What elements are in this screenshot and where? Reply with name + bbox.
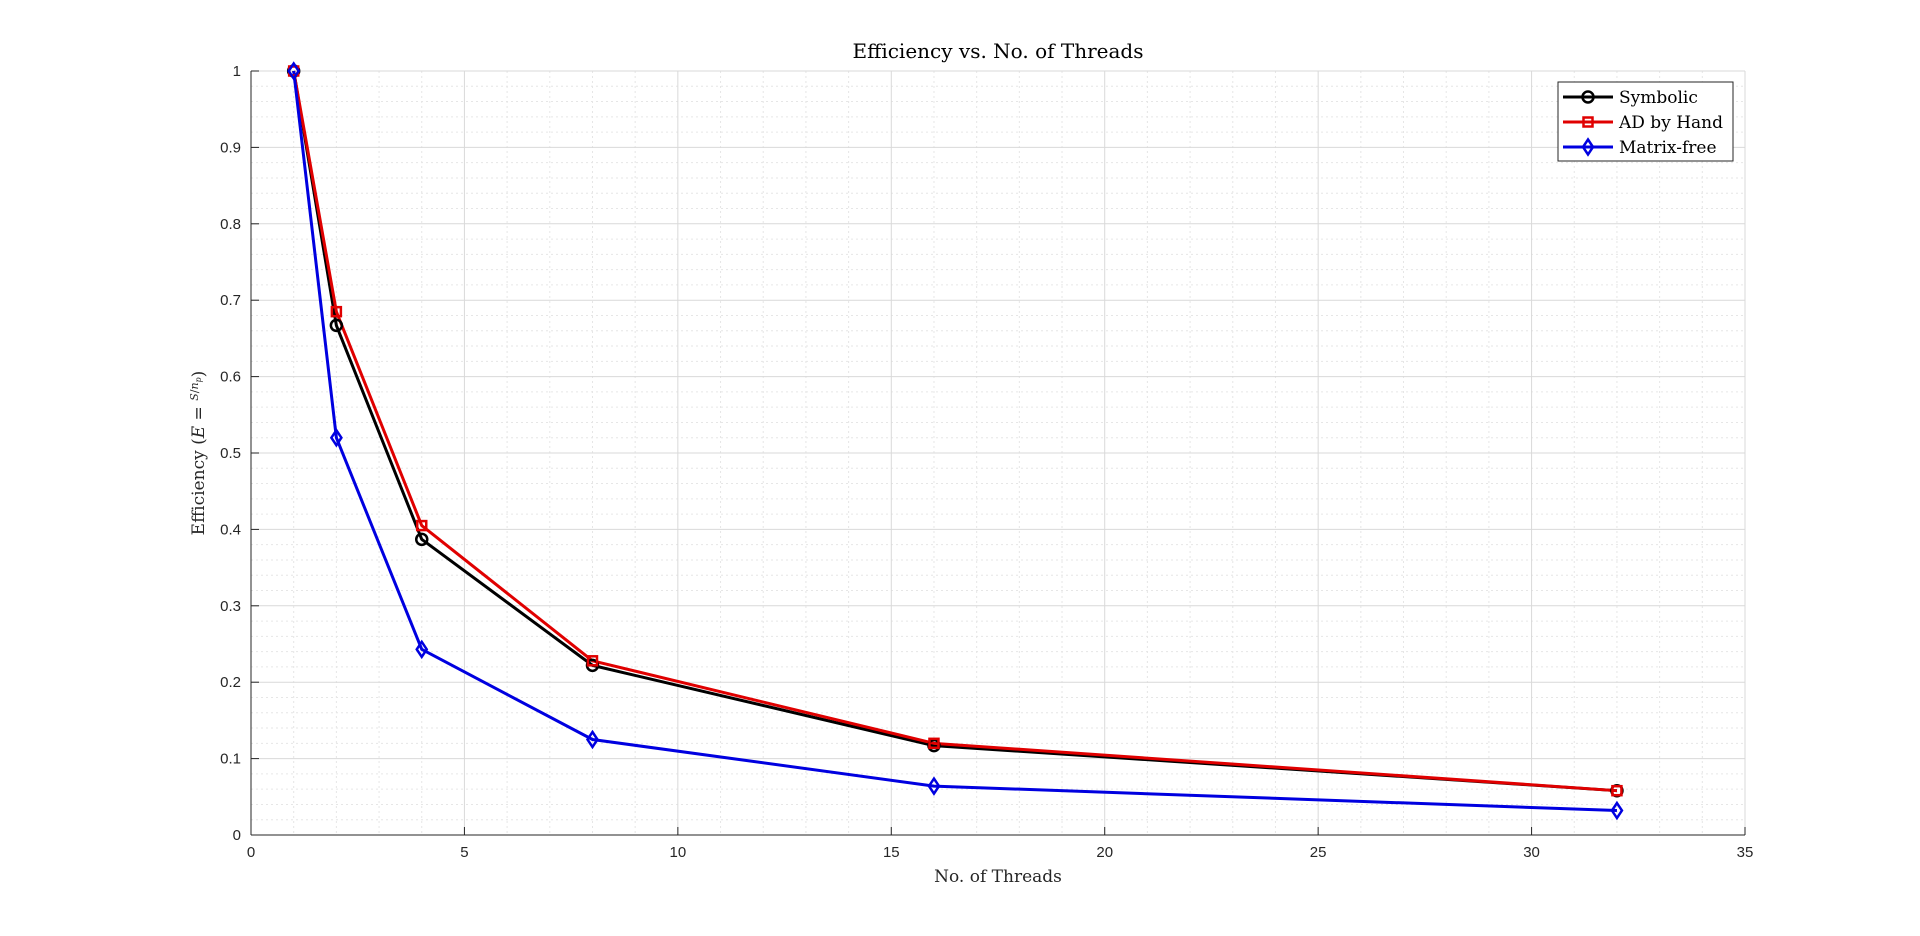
legend-label: AD by Hand bbox=[1618, 113, 1723, 133]
legend-entries: Symbolic AD by Hand Matrix-free bbox=[1563, 88, 1723, 158]
x-axis-label: No. of Threads bbox=[934, 867, 1062, 887]
y-tick-label: 0.2 bbox=[220, 674, 241, 691]
y-tick-label: 0 bbox=[233, 827, 241, 844]
y-tick-label: 0.3 bbox=[220, 598, 241, 615]
x-tick-label: 15 bbox=[883, 844, 900, 861]
y-tick-label: 0.6 bbox=[220, 369, 241, 386]
data-point bbox=[1611, 784, 1623, 797]
y-tick-label: 1 bbox=[233, 63, 241, 80]
major-grid bbox=[251, 70, 1746, 835]
y-axis-label-eq: = bbox=[189, 401, 209, 426]
y-axis-label-suffix: ) bbox=[189, 371, 209, 378]
legend-label: Symbolic bbox=[1619, 88, 1698, 108]
chart-title: Efficiency vs. No. of Threads bbox=[853, 39, 1144, 63]
y-axis-label: Efficiency (E = S/np) bbox=[188, 371, 209, 536]
data-point bbox=[415, 639, 429, 660]
legend-entry: Matrix-free bbox=[1563, 137, 1717, 158]
y-axis-label-var: E bbox=[189, 425, 209, 439]
x-tick-label: 5 bbox=[460, 844, 468, 861]
data-point bbox=[927, 776, 941, 796]
series-lines bbox=[292, 70, 1618, 813]
x-tick-label: 30 bbox=[1523, 844, 1540, 861]
legend-entry: Symbolic bbox=[1563, 88, 1698, 108]
y-tick-label: 0.9 bbox=[220, 139, 241, 156]
y-tick-label: 0.8 bbox=[220, 216, 241, 233]
data-point bbox=[414, 532, 429, 547]
y-axis-label-den: n bbox=[188, 382, 201, 389]
y-axis-ticks: 0 0.1 0.2 0.3 0.4 0.5 0.6 0.7 0.8 0.9 1 bbox=[220, 63, 259, 844]
legend-label: Matrix-free bbox=[1619, 138, 1717, 158]
series-markers bbox=[286, 61, 1624, 821]
series-line-symbolic bbox=[292, 70, 1618, 793]
series-line-matrix-free bbox=[292, 70, 1617, 813]
x-tick-label: 0 bbox=[247, 844, 255, 861]
x-tick-label: 20 bbox=[1096, 844, 1113, 861]
y-axis-label-num: S bbox=[188, 393, 201, 401]
x-tick-label: 35 bbox=[1737, 844, 1754, 861]
data-point bbox=[1610, 800, 1624, 821]
data-point bbox=[415, 519, 428, 532]
x-tick-label: 10 bbox=[670, 844, 687, 861]
y-tick-label: 0.5 bbox=[220, 445, 241, 462]
legend-marker bbox=[1581, 137, 1595, 157]
x-tick-label: 25 bbox=[1310, 844, 1327, 861]
legend-entry: AD by Hand bbox=[1563, 113, 1723, 133]
data-point bbox=[586, 655, 599, 667]
legend: Symbolic AD by Hand Matrix-free bbox=[1557, 81, 1734, 162]
data-point bbox=[585, 729, 599, 750]
y-tick-label: 0.1 bbox=[220, 751, 241, 768]
plot-area: 0 5 10 15 20 25 30 35 0 0.1 0.2 0.3 0.4 0.5 0.6 0.7 0.8… bbox=[220, 61, 1754, 861]
x-axis-ticks: 0 5 10 15 20 25 30 35 bbox=[247, 827, 1754, 861]
data-point bbox=[329, 427, 343, 448]
data-point bbox=[287, 61, 301, 81]
y-tick-label: 0.7 bbox=[220, 292, 241, 309]
legend-marker bbox=[1581, 90, 1595, 104]
series-line-ad-by-hand bbox=[292, 70, 1618, 793]
y-tick-label: 0.4 bbox=[220, 521, 241, 538]
y-axis-label-prefix: Efficiency ( bbox=[189, 438, 209, 535]
data-point bbox=[329, 318, 344, 333]
data-point bbox=[330, 305, 343, 318]
y-axis-label-den-sub: p bbox=[194, 377, 203, 382]
legend-marker bbox=[1582, 116, 1594, 128]
svg-text:Efficiency (E = S/np): Efficiency (E = S/np) bbox=[188, 371, 209, 536]
data-point bbox=[928, 737, 940, 750]
